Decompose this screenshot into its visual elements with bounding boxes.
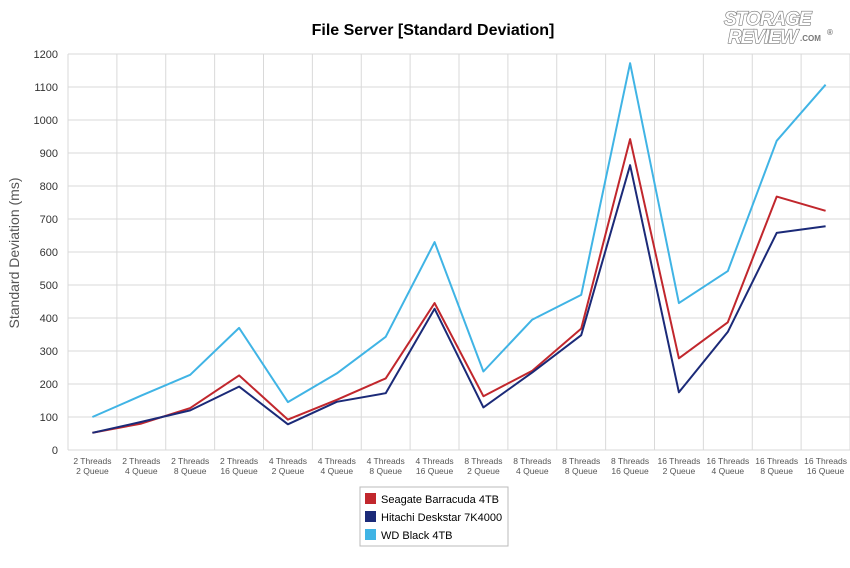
legend-label: Hitachi Deskstar 7K4000	[381, 512, 502, 524]
legend-label: Seagate Barracuda 4TB	[381, 494, 499, 506]
x-tick-label: 2 Threads 16 Queue	[220, 456, 258, 476]
x-tick-label: 4 Threads 16 Queue	[416, 456, 454, 476]
y-tick-label: 400	[40, 313, 58, 325]
x-tick-label: 16 Threads 8 Queue	[755, 456, 798, 476]
series-line-1	[92, 138, 826, 434]
y-tick-label: 300	[40, 346, 58, 358]
y-tick-label: 1000	[34, 115, 58, 127]
x-tick-label: 2 Threads 8 Queue	[171, 456, 209, 476]
logo-suffix: .COM	[800, 34, 821, 43]
storagereview-logo: STORAGE REVIEW .COM ®	[723, 8, 833, 48]
chart-title: File Server [Standard Deviation]	[312, 22, 555, 39]
y-axis-ticks: 0 100 200 300 400 500 600 700 800 900 1000 1100 1200	[34, 49, 58, 457]
x-tick-label: 4 Threads 4 Queue	[318, 456, 356, 476]
x-tick-label: 4 Threads 8 Queue	[367, 456, 405, 476]
x-tick-label: 2 Threads 2 Queue	[73, 456, 111, 476]
y-tick-label: 1100	[34, 82, 58, 94]
y-tick-label: 700	[40, 214, 58, 226]
x-tick-label: 16 Threads 2 Queue	[658, 456, 701, 476]
series-lines	[91, 62, 827, 434]
x-tick-label: 4 Threads 2 Queue	[269, 456, 307, 476]
grid	[67, 53, 850, 451]
x-axis-ticks: 2 Threads 2 Queue 2 Threads 4 Queue 2 Thread…	[73, 456, 847, 476]
y-axis-label: Standard Deviation (ms)	[6, 178, 22, 329]
legend: Seagate Barracuda 4TB Hitachi Deskstar 7K…	[359, 486, 509, 547]
y-tick-label: 1200	[34, 49, 58, 61]
series-line-2	[92, 164, 826, 434]
y-tick-label: 800	[40, 181, 58, 193]
x-tick-label: 2 Threads 4 Queue	[122, 456, 160, 476]
x-tick-label: 8 Threads 2 Queue	[464, 456, 502, 476]
legend-swatch	[365, 511, 376, 522]
logo-line2: REVIEW	[728, 27, 800, 48]
series-line-3	[91, 62, 827, 418]
legend-box	[359, 486, 509, 547]
x-tick-label: 8 Threads 4 Queue	[513, 456, 551, 476]
logo-line1: STORAGE	[724, 9, 813, 30]
y-tick-label: 200	[40, 379, 58, 391]
x-tick-label: 16 Threads 16 Queue	[804, 456, 847, 476]
legend-swatch	[365, 529, 376, 540]
x-tick-label: 8 Threads 8 Queue	[562, 456, 600, 476]
legend-label: WD Black 4TB	[381, 530, 453, 542]
y-tick-label: 100	[40, 412, 58, 424]
legend-swatch	[365, 493, 376, 504]
logo-reg: ®	[827, 28, 833, 37]
y-tick-label: 900	[40, 148, 58, 160]
x-tick-label: 8 Threads 16 Queue	[611, 456, 649, 476]
y-tick-label: 600	[40, 247, 58, 259]
y-tick-label: 500	[40, 280, 58, 292]
x-tick-label: 16 Threads 4 Queue	[706, 456, 749, 476]
y-tick-label: 0	[52, 445, 58, 457]
